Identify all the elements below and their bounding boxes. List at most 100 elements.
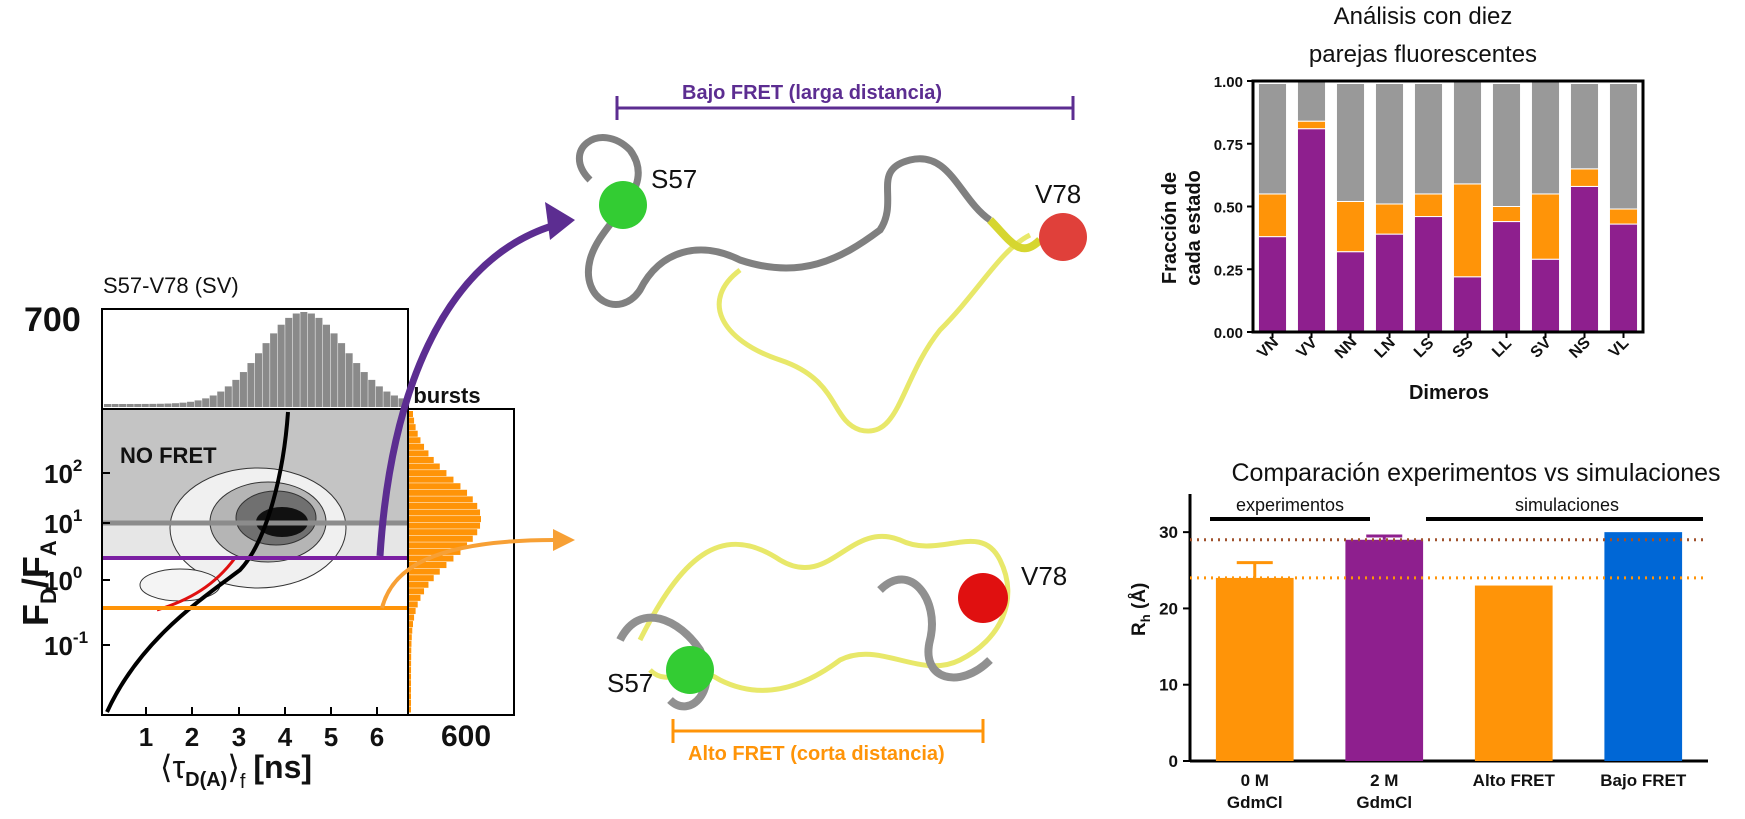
stacked-bar-segment: [1374, 83, 1405, 205]
rh-chart-title: Comparación experimentos vs simulaciones: [1231, 459, 1720, 487]
stacked-bar-segment: [1530, 258, 1561, 333]
x-axis-label-tau: ⟨τ: [160, 749, 185, 785]
right-histogram-bar: [409, 417, 415, 424]
top-histogram-bar: [232, 379, 240, 407]
rh-y-tick-label: 30: [1159, 523, 1178, 542]
stacked-x-tick-label: VV: [1294, 334, 1321, 361]
stacked-bar-segment: [1452, 80, 1483, 185]
stacked-bar-chart: Análisis con diez parejas fluorescentes …: [1159, 3, 1645, 404]
s57-label-bottom: S57: [607, 668, 653, 698]
right-histogram-bar: [409, 640, 412, 647]
tick-base: 10: [44, 631, 73, 661]
scatter-x-tick-label: 1: [139, 722, 153, 752]
stacked-bar-segment: [1569, 83, 1600, 170]
stacked-x-tick-label: SV: [1528, 334, 1555, 361]
v78-label-bottom: V78: [1021, 561, 1067, 591]
x-axis-label-sub: D(A): [185, 769, 227, 791]
stacked-bar-segment: [1608, 223, 1639, 333]
top-histogram-bar: [285, 317, 293, 407]
right-histogram-bar: [409, 489, 468, 496]
orange-arrow-head: [553, 529, 575, 551]
top-histogram-bar: [375, 386, 383, 407]
v78-label-top: V78: [1035, 179, 1081, 209]
rh-x-label-line1: 0 M: [1241, 771, 1269, 790]
rh-chart-ylabel: Rh (Å): [1129, 583, 1153, 636]
right-histogram-bar: [409, 686, 412, 693]
rh-group-label: experimentos: [1236, 495, 1344, 515]
yellow-helix-top: [987, 217, 1043, 253]
purple-arrow: [376, 221, 557, 557]
rh-x-label-line1: 2 M: [1370, 771, 1398, 790]
tick-exponent: 1: [73, 506, 82, 525]
rh-x-label-line2: GdmCl: [1356, 793, 1412, 812]
stacked-bar-segment: [1257, 193, 1288, 238]
top-histogram-bar: [171, 403, 179, 407]
stacked-y-tick-label: 1.00: [1214, 74, 1243, 91]
tick-exponent: 2: [73, 456, 82, 475]
rh-x-label-line1: Alto FRET: [1473, 771, 1556, 790]
x-axis-label: ⟨τD(A)⟩f [ns]: [160, 749, 312, 793]
top-histogram-bar: [149, 403, 157, 407]
top-histogram-bar: [353, 363, 361, 407]
orange-arrow: [380, 538, 556, 609]
rh-bar: [1604, 532, 1683, 761]
top-histogram-bar: [141, 403, 149, 407]
stacked-bar-segment: [1569, 185, 1600, 333]
fret-efficiency-panel: S57-V78 (SV) 700 # bursts NO FRET: [15, 273, 515, 793]
right-histogram-bar: [409, 693, 412, 700]
right-histogram-bar: [409, 509, 481, 516]
right-histogram-bar: [409, 627, 413, 634]
right-histogram-bar: [409, 607, 416, 615]
right-histogram-bar: [409, 430, 418, 437]
top-histogram-bar: [179, 402, 187, 407]
top-histogram-bars: [104, 312, 406, 407]
top-histogram-bar: [277, 324, 285, 407]
scatter-y-tick-label: 10-1: [44, 628, 88, 661]
right-histogram-bar: [409, 470, 447, 477]
right-histogram-bar: [409, 443, 425, 450]
stacked-bar-segment: [1296, 128, 1327, 333]
top-histogram-bar: [126, 403, 134, 407]
rh-bar: [1215, 577, 1294, 761]
gray-backbone-top: [575, 134, 993, 308]
rh-y-tick-label: 20: [1159, 599, 1178, 618]
right-histogram-max-label: 600: [441, 720, 491, 753]
top-histogram-bar: [270, 333, 278, 407]
top-histogram-bar: [187, 401, 195, 407]
rh-y-tick-label: 0: [1169, 752, 1178, 771]
top-histogram-bar: [202, 398, 210, 407]
top-histogram-bar: [360, 372, 368, 407]
top-histogram-bar: [300, 312, 308, 407]
right-histogram-bar: [409, 542, 468, 549]
stacked-y-tick-label: 0.25: [1214, 262, 1243, 279]
right-histogram-bar: [409, 706, 412, 713]
top-histogram-bar: [239, 372, 247, 407]
tick-exponent: -1: [73, 628, 88, 647]
y-axis-label: FD/FA: [15, 540, 61, 626]
right-histogram-bar: [409, 529, 478, 536]
top-histogram-bar: [322, 324, 330, 407]
right-histogram-bar: [409, 667, 412, 674]
stacked-x-tick-label: VL: [1606, 335, 1633, 362]
stacked-chart-title-line1: Análisis con diez: [1334, 3, 1513, 30]
stacked-bar-segment: [1257, 236, 1288, 333]
top-histogram-bar: [156, 403, 164, 407]
right-histogram-bar: [409, 653, 412, 660]
top-histogram-bar: [307, 313, 315, 407]
right-histogram-bar: [409, 456, 434, 464]
scatter-panel: NO FRET: [101, 408, 409, 716]
stacked-x-tick-label: NS: [1566, 334, 1594, 362]
y-axis-label-sub-d: D: [36, 588, 61, 604]
right-histogram-bar: [409, 522, 481, 529]
stacked-bar-segment: [1452, 183, 1483, 278]
yellow-backbone-top: [716, 232, 1032, 434]
rh-bar: [1474, 585, 1553, 761]
stacked-bar-segment: [1257, 83, 1288, 195]
s57-sphere-bottom: [666, 646, 714, 694]
top-histogram-bar: [134, 403, 142, 407]
stacked-bar-segment: [1296, 120, 1327, 130]
scatter-tick-marks: [102, 472, 378, 715]
scatter-x-tick-label: 6: [370, 722, 384, 752]
right-histogram-bar: [409, 621, 413, 628]
